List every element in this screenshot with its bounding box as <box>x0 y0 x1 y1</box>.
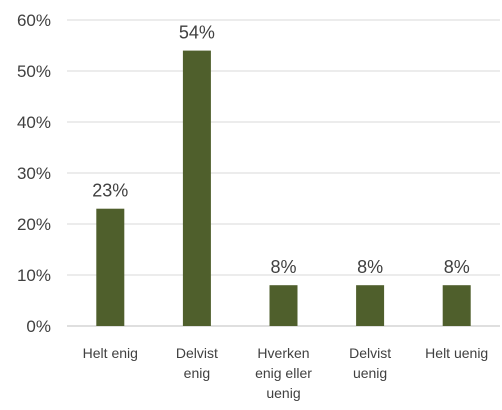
y-tick-label: 50% <box>17 62 51 81</box>
x-tick-label: enig eller <box>255 365 312 381</box>
x-tick-label: Helt uenig <box>425 345 488 361</box>
x-tick-label: Delvist <box>349 345 391 361</box>
data-label: 23% <box>92 181 128 201</box>
bar <box>182 50 211 326</box>
data-label: 54% <box>179 23 215 43</box>
y-tick-label: 60% <box>17 11 51 30</box>
bar <box>269 285 298 326</box>
x-tick-label: uenig <box>266 385 300 401</box>
y-tick-label: 40% <box>17 113 51 132</box>
y-tick-label: 30% <box>17 164 51 183</box>
bar <box>442 285 471 326</box>
data-label: 8% <box>444 257 470 277</box>
y-tick-label: 0% <box>26 317 51 336</box>
y-tick-label: 10% <box>17 266 51 285</box>
x-tick-label: uenig <box>353 365 387 381</box>
bar <box>356 285 385 326</box>
x-tick-label: Helt enig <box>83 345 138 361</box>
bar <box>96 208 125 326</box>
data-label: 8% <box>357 257 383 277</box>
x-tick-label: enig <box>184 365 210 381</box>
x-tick-label: Hverken <box>257 345 309 361</box>
y-tick-label: 20% <box>17 215 51 234</box>
data-label: 8% <box>270 257 296 277</box>
x-tick-label: Delvist <box>176 345 218 361</box>
